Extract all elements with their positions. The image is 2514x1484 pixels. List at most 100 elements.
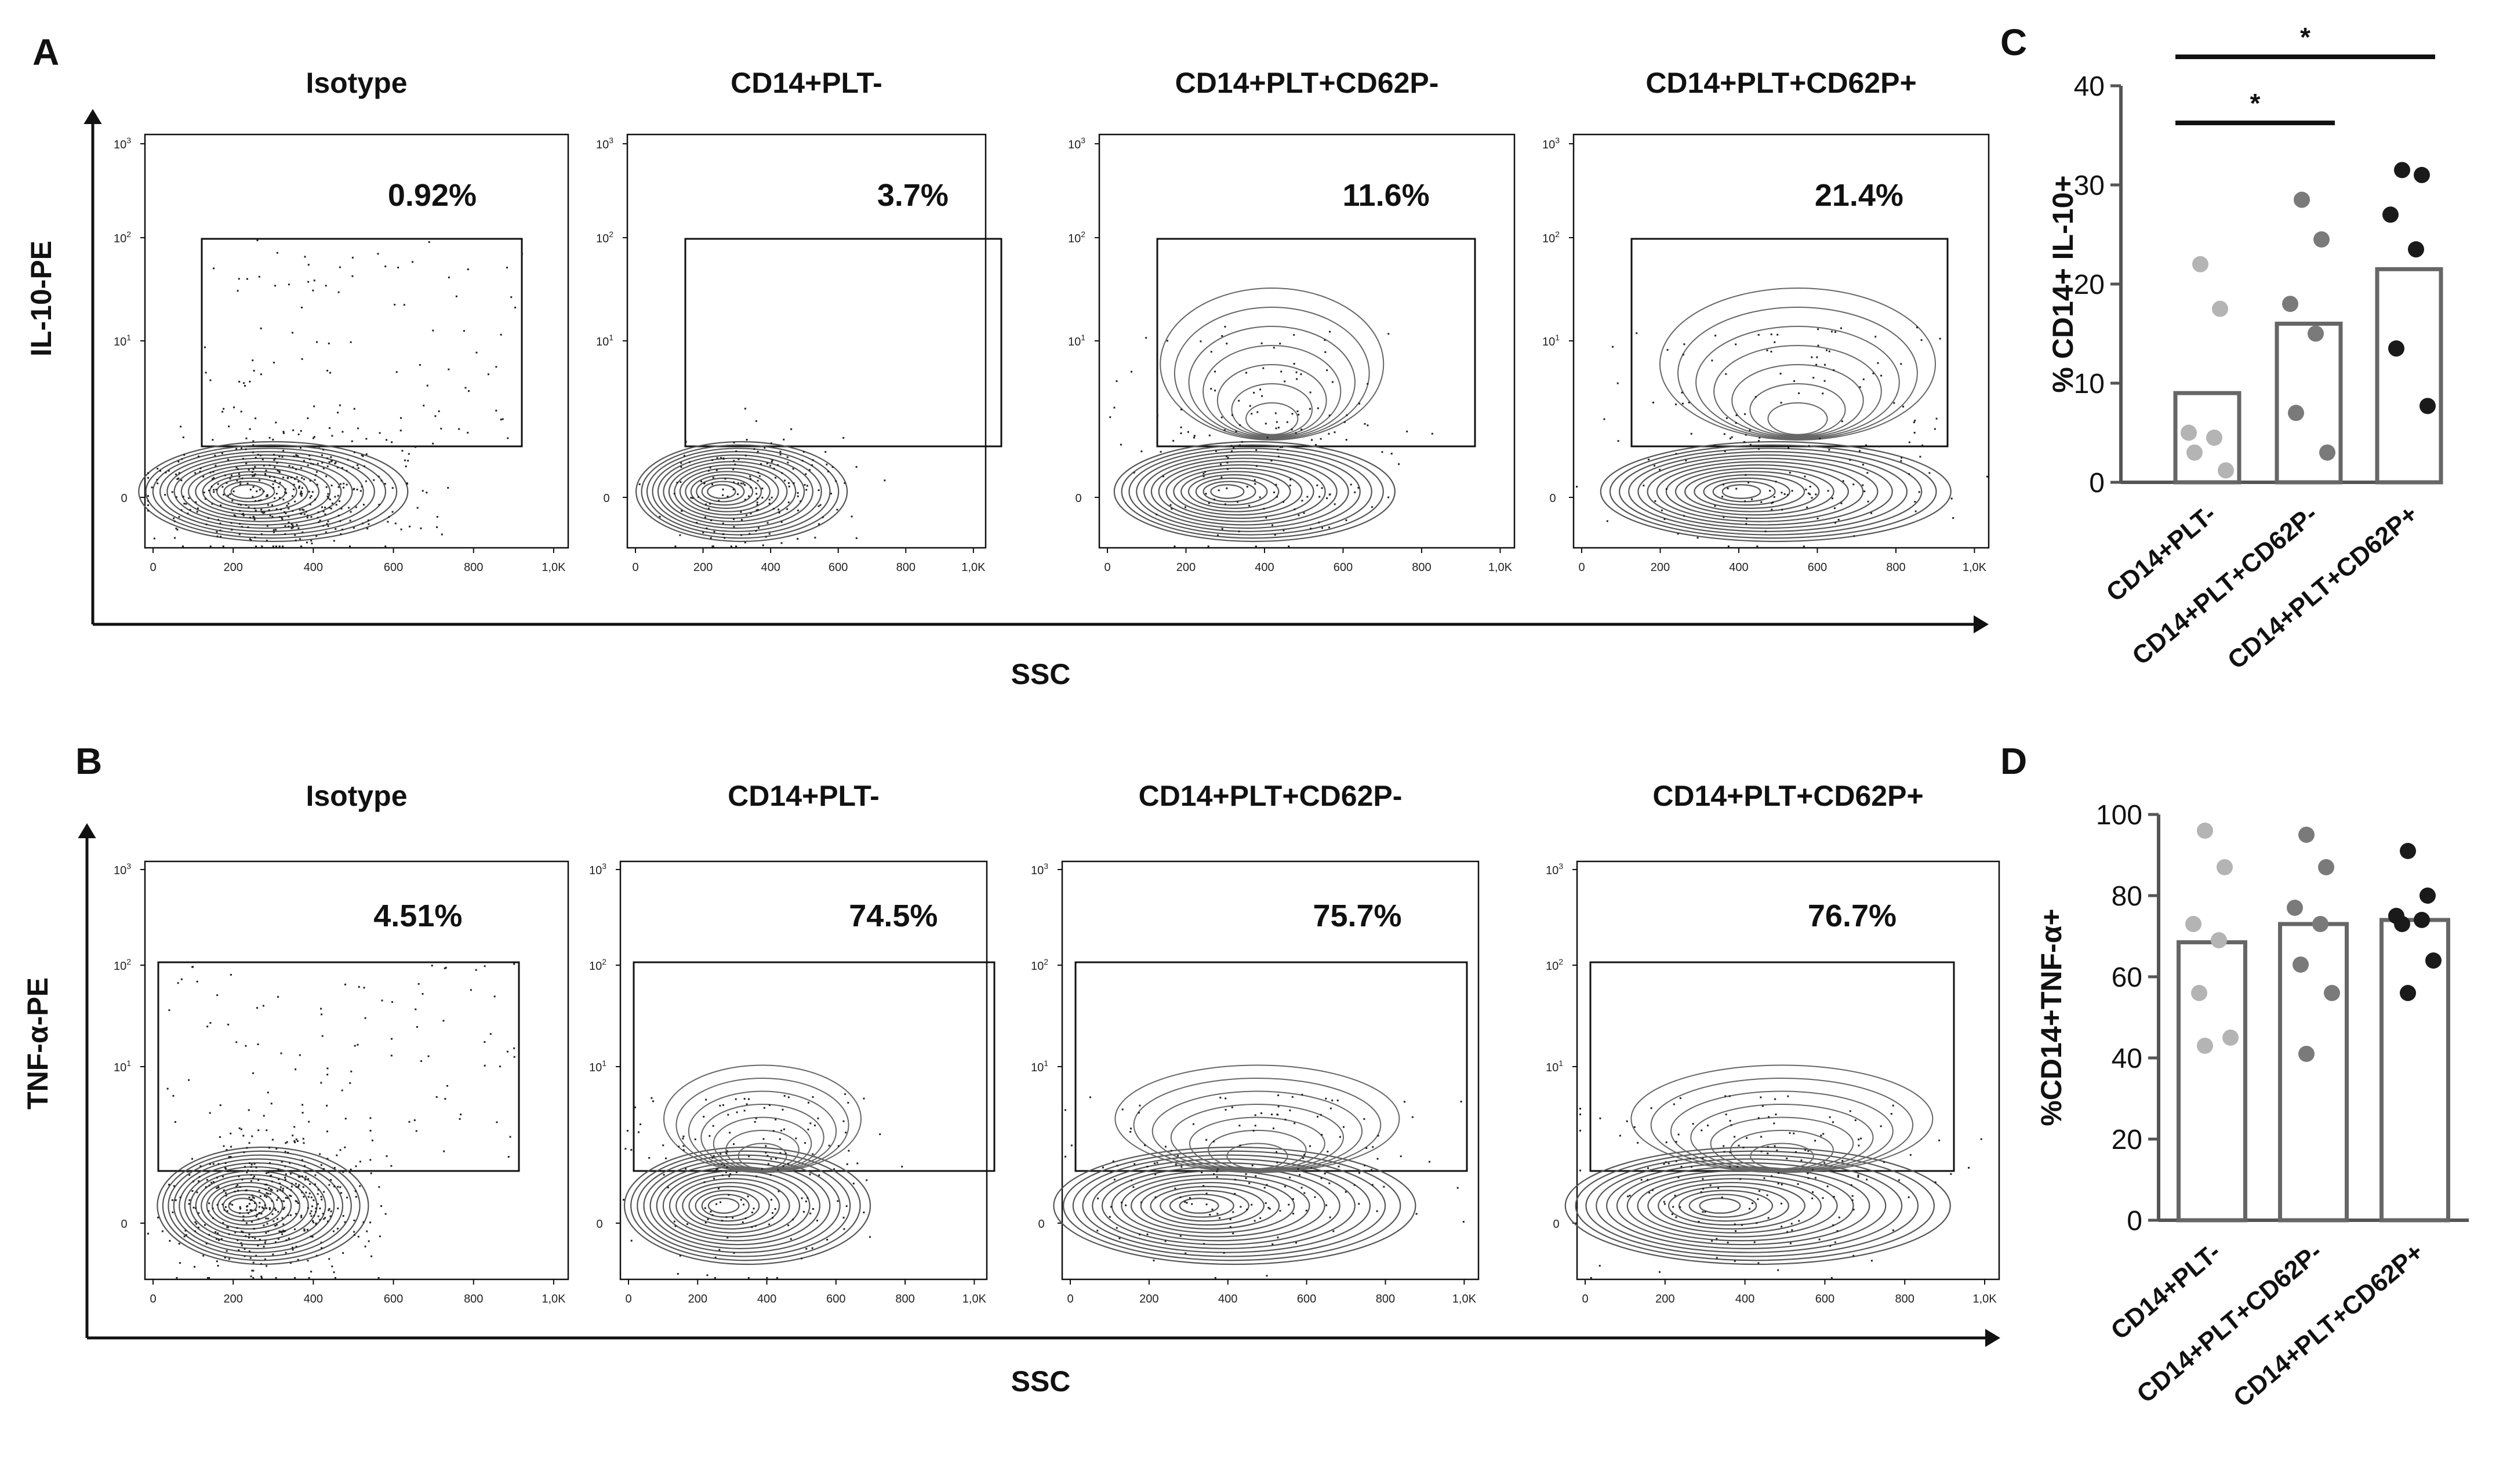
event-dot: [147, 504, 149, 506]
event-dot: [705, 503, 707, 505]
bar: [2278, 922, 2349, 1223]
event-dot: [337, 494, 339, 497]
contour-upper-lobe: [1160, 288, 1385, 441]
event-dot: [246, 482, 249, 485]
event-dot: [682, 1135, 685, 1137]
event-dot: [369, 1159, 372, 1161]
event-dot: [1900, 363, 1902, 365]
event-dot: [1329, 1107, 1332, 1110]
contour-line: [1667, 1185, 1790, 1226]
event-dot: [1239, 1144, 1241, 1147]
event-dot: [175, 473, 177, 475]
event-dot: [317, 463, 319, 465]
event-dot: [293, 1140, 296, 1142]
event-dot: [793, 482, 795, 484]
event-dot: [284, 511, 286, 513]
x-axis-arrowhead: [1974, 615, 1989, 634]
event-dot: [1262, 367, 1265, 369]
event-dot: [266, 1192, 268, 1194]
event-dot: [1358, 402, 1361, 405]
event-dot: [1089, 1096, 1091, 1099]
event-dot: [1774, 341, 1776, 343]
event-dot: [221, 452, 223, 454]
event-dot: [377, 1277, 380, 1279]
event-dot: [281, 1217, 284, 1219]
event-dot: [722, 488, 724, 490]
event-dot: [723, 1164, 725, 1166]
event-dot: [1647, 1179, 1649, 1181]
event-dot: [368, 523, 370, 525]
event-dot: [261, 1277, 263, 1279]
event-dot: [1677, 1176, 1680, 1179]
event-dot: [319, 1219, 321, 1221]
event-dot: [1200, 340, 1202, 343]
event-dot: [180, 425, 182, 428]
event-dot: [266, 1207, 268, 1209]
event-dot: [285, 1252, 287, 1254]
event-dot: [292, 332, 294, 334]
event-dot: [1880, 374, 1883, 377]
event-dot: [355, 506, 357, 508]
event-dots: [1579, 1095, 1982, 1279]
event-dot: [259, 479, 261, 481]
contour-line: [1189, 1116, 1325, 1171]
event-dot: [1139, 1104, 1141, 1107]
event-dot: [784, 1152, 787, 1155]
contour-line: [713, 1116, 812, 1171]
event-dot: [196, 511, 198, 513]
event-dot: [725, 1152, 728, 1154]
contour-line: [1165, 464, 1314, 519]
event-dot: [1277, 456, 1280, 458]
event-dot: [1760, 1150, 1763, 1152]
contour-line: [195, 467, 320, 516]
event-dot: [1134, 1163, 1136, 1165]
event-dot: [1289, 1176, 1291, 1179]
event-dot: [1811, 356, 1813, 358]
event-dot: [1240, 1206, 1242, 1208]
event-dot: [259, 1238, 261, 1241]
data-point: [2211, 932, 2227, 948]
event-dot: [212, 439, 214, 441]
event-dot: [721, 1220, 723, 1222]
contour-line: [1179, 1198, 1219, 1214]
event-dot: [1317, 407, 1319, 409]
event-dot: [778, 1190, 780, 1192]
event-dot: [229, 478, 231, 480]
event-dot: [801, 460, 804, 462]
event-dot: [1952, 517, 1954, 519]
y-tick-label: 102: [114, 957, 131, 973]
event-dot: [1756, 545, 1759, 547]
event-dot: [847, 1101, 849, 1104]
event-dot: [387, 521, 389, 523]
event-dot: [711, 1156, 714, 1159]
event-dot: [253, 518, 256, 521]
event-dot: [1293, 334, 1295, 336]
event-dot: [1776, 1149, 1778, 1151]
event-dot: [208, 1234, 210, 1236]
event-dot: [183, 503, 186, 505]
event-dot: [1838, 1216, 1840, 1219]
event-dot: [181, 458, 183, 460]
event-dot: [1245, 1173, 1247, 1175]
contour-line: [157, 1146, 369, 1265]
event-dot: [464, 387, 467, 389]
event-dot: [384, 265, 387, 268]
event-dot: [842, 1217, 845, 1219]
event-dot: [254, 1237, 256, 1239]
event-dot: [307, 281, 310, 283]
event-dot: [275, 529, 277, 531]
event-dot: [231, 509, 234, 511]
contour-line: [188, 464, 331, 519]
event-dot: [755, 509, 758, 511]
x-tick-label: 200: [1655, 1293, 1674, 1305]
event-dot: [1751, 1202, 1753, 1205]
event-dot: [244, 1248, 246, 1250]
event-dot: [748, 495, 750, 497]
event-dot: [767, 1163, 769, 1165]
event-dot: [288, 515, 290, 518]
event-dot: [1300, 373, 1302, 376]
event-dot: [255, 1254, 257, 1257]
event-dot: [253, 1163, 256, 1165]
event-dot: [1675, 1216, 1677, 1219]
event-dot: [884, 479, 886, 482]
